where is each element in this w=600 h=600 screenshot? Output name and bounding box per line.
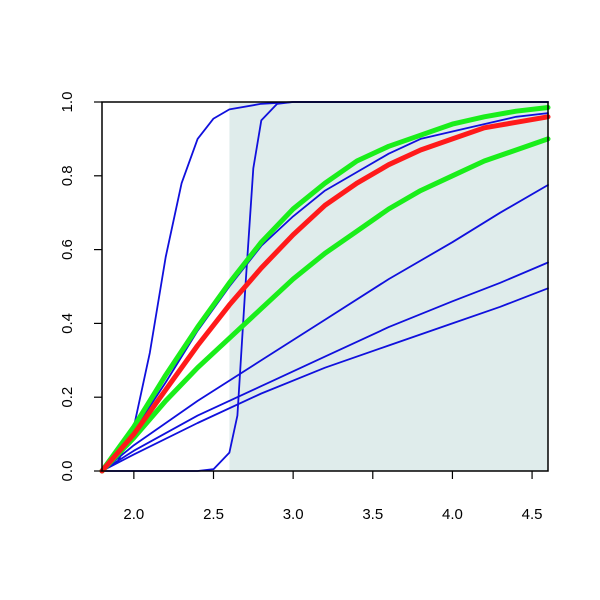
- y-tick-label: 0.4: [59, 313, 76, 334]
- series-layer: [99, 101, 551, 474]
- series-line-green-8: [99, 136, 551, 474]
- y-axis: 0.0 0.2 0.4 0.6 0.8 1.0: [59, 92, 102, 482]
- x-tick-label: 3.5: [362, 506, 383, 523]
- y-tick-label: 1.0: [59, 92, 76, 113]
- series-line-red-9: [99, 114, 551, 474]
- series-line-blue-4: [101, 184, 549, 472]
- series-line-blue-5: [101, 261, 549, 472]
- x-axis: 2.0 2.5 3.0 3.5 4.0 4.5: [123, 471, 543, 523]
- series-line-blue-3: [101, 112, 549, 472]
- series-line-blue-6: [101, 287, 549, 472]
- series-line-green-7: [99, 105, 551, 474]
- y-tick-label: 0.6: [59, 239, 76, 260]
- x-tick-label: 4.5: [522, 506, 543, 523]
- y-tick-label: 0.2: [59, 387, 76, 408]
- x-tick-label: 3.0: [283, 506, 304, 523]
- x-tick-label: 2.0: [123, 506, 144, 523]
- x-tick-label: 2.5: [203, 506, 224, 523]
- x-tick-label: 4.0: [442, 506, 463, 523]
- y-tick-label: 0.0: [59, 461, 76, 482]
- plot-frame: [101, 101, 549, 472]
- y-tick-label: 0.8: [59, 165, 76, 186]
